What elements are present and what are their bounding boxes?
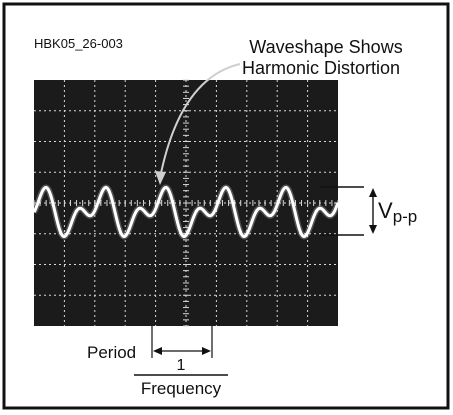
vpp-arrow-up (369, 188, 377, 197)
vpp-arrow-down (369, 225, 377, 234)
annotation-arrowhead (155, 171, 166, 185)
vpp-label: Vp-p (378, 198, 417, 226)
period-label: Period (87, 343, 136, 362)
waveform-trace (32, 185, 340, 239)
fraction-numerator: 1 (177, 357, 186, 374)
fraction-denominator: Frequency (141, 379, 222, 398)
figure-id: HBK05_26-003 (34, 36, 123, 51)
period-arrow-left (153, 347, 162, 355)
period-arrow-right (202, 347, 211, 355)
annotation-pointer (159, 63, 241, 179)
annotation-line-1: Waveshape Shows (249, 37, 402, 57)
annotation-line-2: Harmonic Distortion (242, 58, 400, 78)
